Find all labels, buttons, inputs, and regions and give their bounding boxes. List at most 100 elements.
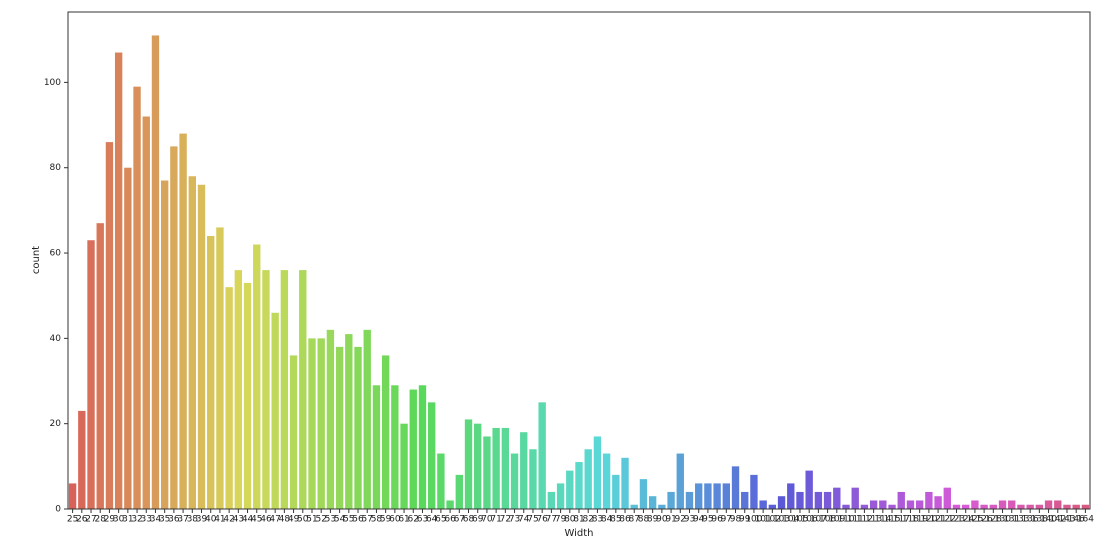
x-tick-label: 46 <box>260 515 272 525</box>
x-tick-label: 30 <box>113 515 125 525</box>
bar <box>197 184 206 509</box>
x-tick-label: 51 <box>306 515 317 525</box>
x-tick-label: 85 <box>610 515 621 525</box>
x-tick-label: 45 <box>251 515 262 525</box>
bar <box>777 496 786 509</box>
x-tick-label: 54 <box>334 515 346 525</box>
bar <box>630 504 638 509</box>
bar <box>409 389 417 509</box>
x-tick-label: 64 <box>426 515 438 525</box>
x-tick-label: 56 <box>352 515 364 525</box>
x-tick-label: 58 <box>371 515 383 525</box>
y-tick-label: 0 <box>55 505 61 515</box>
x-tick-label: 102 <box>764 515 781 525</box>
x-tick-label: 40 <box>205 515 217 525</box>
bar <box>262 270 270 509</box>
x-tick-label: 89 <box>647 515 659 525</box>
bar <box>124 167 132 509</box>
bar <box>1008 500 1016 509</box>
bar <box>952 504 961 509</box>
x-tick-label: 35 <box>159 515 170 525</box>
x-tick-label: 164 <box>1077 515 1094 525</box>
x-axis-title: Width <box>564 528 593 539</box>
bar <box>658 504 666 509</box>
x-tick-label: 101 <box>755 515 772 525</box>
bar <box>428 402 436 509</box>
x-tick-label: 97 <box>721 515 732 525</box>
bar <box>943 487 951 509</box>
bar <box>750 474 758 509</box>
x-tick-label: 138 <box>1031 515 1048 525</box>
x-tick-label: 39 <box>196 515 208 525</box>
x-tick-label: 128 <box>985 515 1002 525</box>
x-tick-label: 90 <box>656 515 668 525</box>
x-tick-label: 62 <box>408 515 419 525</box>
x-tick-label: 115 <box>883 515 900 525</box>
bar <box>1026 504 1034 509</box>
x-tick-label: 74 <box>518 515 530 525</box>
bar <box>759 500 767 509</box>
x-tick-label: 68 <box>463 515 475 525</box>
bar <box>391 385 399 509</box>
bar <box>704 483 712 509</box>
bar <box>345 334 353 509</box>
bar <box>207 235 215 509</box>
x-tick-label: 79 <box>555 515 567 525</box>
x-tick-label: 104 <box>782 515 799 525</box>
bar <box>225 287 233 509</box>
x-tick-label: 111 <box>847 515 864 525</box>
x-tick-label: 72 <box>500 515 511 525</box>
y-tick-label: 80 <box>50 163 62 173</box>
x-tick-label: 50 <box>297 515 309 525</box>
x-tick-label: 59 <box>380 515 392 525</box>
x-tick-label: 69 <box>472 515 484 525</box>
bar <box>612 474 620 509</box>
bar <box>78 410 86 509</box>
bar <box>96 223 104 509</box>
bar <box>216 227 224 509</box>
bar <box>87 240 95 509</box>
x-tick-label: 53 <box>325 515 336 525</box>
bar <box>547 491 556 509</box>
x-tick-label: 121 <box>929 515 946 525</box>
bar <box>68 483 77 509</box>
x-tick-label: 93 <box>684 515 695 525</box>
x-tick-label: 106 <box>801 515 818 525</box>
bar <box>823 491 832 509</box>
x-tick-label: 122 <box>939 515 956 525</box>
y-tick-label: 100 <box>44 78 61 88</box>
bar <box>814 491 823 509</box>
bar <box>114 52 123 510</box>
bar <box>492 427 500 509</box>
bar <box>1072 504 1080 509</box>
bar <box>317 338 325 509</box>
x-tick-label: 57 <box>362 515 373 525</box>
bar <box>575 462 583 509</box>
x-tick-label: 61 <box>398 515 409 525</box>
x-tick-label: 42 <box>223 515 234 525</box>
bar <box>363 329 371 509</box>
x-tick-label: 73 <box>509 515 520 525</box>
x-tick-label: 77 <box>546 515 557 525</box>
bar <box>980 504 988 509</box>
bar <box>593 436 602 509</box>
bar <box>354 346 362 509</box>
x-tick-label: 75 <box>527 515 538 525</box>
bar <box>584 449 592 509</box>
y-tick-label: 40 <box>50 334 62 344</box>
x-tick-label: 143 <box>1058 515 1075 525</box>
x-tick-label: 44 <box>242 515 254 525</box>
bar <box>805 470 813 509</box>
bar <box>1035 504 1044 509</box>
y-tick-label: 60 <box>50 249 62 259</box>
x-tick-label: 92 <box>675 515 686 525</box>
bar <box>906 500 915 509</box>
bar <box>1017 504 1025 509</box>
bar <box>713 483 721 509</box>
x-tick-label: 41 <box>214 515 225 525</box>
x-tick-label: 55 <box>343 515 354 525</box>
bar <box>685 491 694 509</box>
bar <box>188 176 196 509</box>
x-tick-label: 88 <box>638 515 650 525</box>
